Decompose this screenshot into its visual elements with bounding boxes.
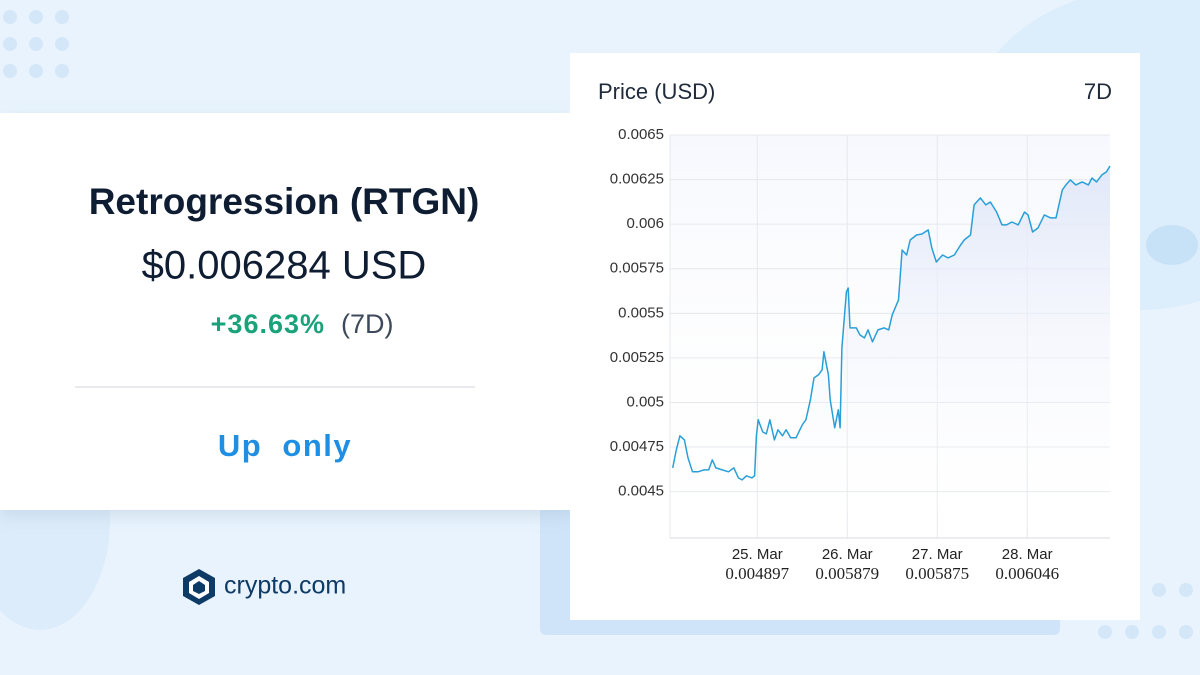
y-tick-label: 0.0065	[618, 126, 664, 143]
price-change: +36.63%	[211, 309, 325, 339]
x-tick-price: 0.005875	[905, 564, 969, 583]
x-tick-label: 25. Mar	[732, 546, 783, 563]
x-tick-label: 28. Mar	[1002, 546, 1053, 563]
x-tick-price: 0.005879	[815, 564, 879, 583]
x-tick-label: 26. Mar	[822, 546, 873, 563]
price-line	[671, 165, 1111, 481]
y-tick-label: 0.0045	[618, 483, 664, 500]
area	[672, 166, 1110, 538]
range-label: 7D	[1084, 79, 1112, 104]
change-period: (7D)	[341, 309, 394, 339]
y-tick-label: 0.0055	[618, 304, 664, 321]
tagline: Up only	[218, 428, 352, 463]
y-tick-label: 0.005	[626, 393, 664, 410]
decor-blob	[1146, 225, 1198, 265]
x-tick-price: 0.006046	[995, 564, 1059, 583]
brand-logo	[183, 569, 215, 605]
chart-title: Price (USD)	[598, 79, 715, 104]
y-tick-label: 0.00475	[610, 438, 664, 455]
brand-name: crypto.com	[224, 572, 346, 600]
y-tick-label: 0.00575	[610, 260, 664, 277]
token-price: $0.006284 USD	[142, 244, 427, 288]
x-tick-label: 27. Mar	[912, 546, 963, 563]
plot: 0.0045 0.00475 0.005 0.00525 0.0055 0.00575 0.…	[610, 126, 1111, 583]
y-tick-label: 0.006	[626, 215, 664, 232]
y-tick-label: 0.00525	[610, 349, 664, 366]
x-tick-price: 0.004897	[725, 564, 789, 583]
token-name: Retrogression (RTGN)	[89, 181, 480, 222]
info-card	[0, 113, 575, 510]
y-tick-label: 0.00625	[610, 171, 664, 188]
